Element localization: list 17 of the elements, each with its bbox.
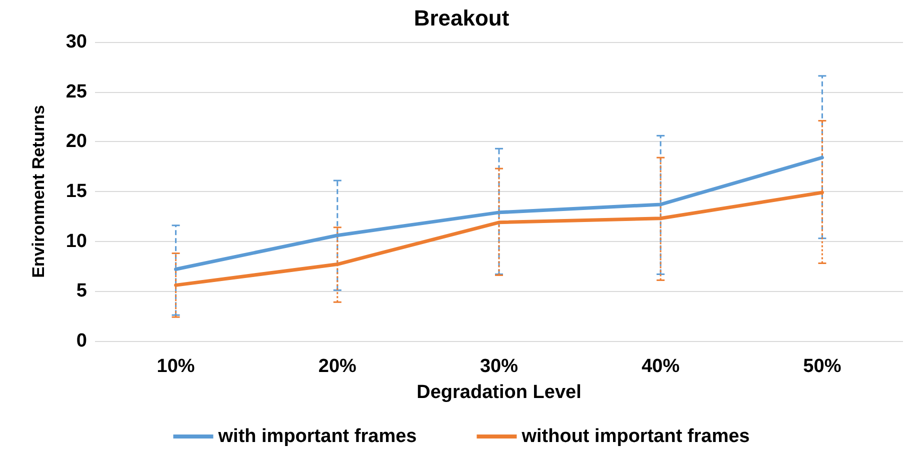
y-tick-label: 5 [76,280,88,302]
x-axis-title: Degradation Level [416,382,582,403]
x-tick-label: 10% [156,356,195,377]
y-tick-label: 10 [66,230,87,252]
x-tick-label: 40% [642,356,680,377]
x-tick-label: 30% [480,356,518,377]
y-tick-label: 20 [66,131,87,152]
y-tick-label: 0 [76,330,87,352]
x-tick-label: 50% [803,356,842,377]
legend-label: with important frames [217,426,417,447]
chart-title: Breakout [414,6,510,30]
y-tick-label: 15 [66,181,88,202]
x-tick-label: 20% [318,356,357,377]
legend-label: without important frames [520,426,750,447]
y-axis-title: Environment Returns [29,105,48,278]
y-tick-label: 30 [66,32,87,52]
y-tick-label: 25 [66,81,88,102]
